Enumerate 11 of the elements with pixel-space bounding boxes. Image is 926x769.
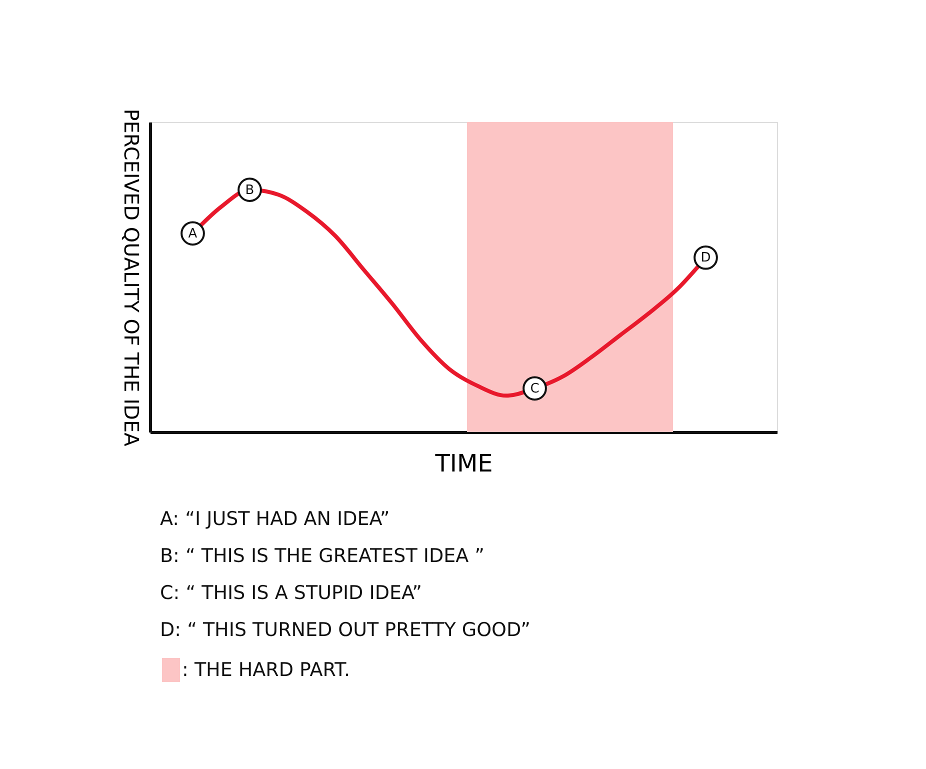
annotation: B bbox=[245, 182, 254, 198]
text: : THE HARD PART. bbox=[182, 659, 350, 681]
annotation: C bbox=[530, 381, 540, 396]
text: B: “ THIS IS THE GREATEST IDEA ” bbox=[160, 545, 484, 567]
text: A: “I JUST HAD AN IDEA” bbox=[160, 508, 390, 530]
text: C: “ THIS IS A STUPID IDEA” bbox=[160, 582, 422, 604]
text: D: “ THIS TURNED OUT PRETTY GOOD” bbox=[160, 619, 530, 641]
x-axis-title: TIME bbox=[434, 450, 493, 478]
y-axis-title: PERCEIVED QUALITY OF THE IDEA bbox=[120, 108, 144, 447]
annotation: D bbox=[700, 250, 711, 266]
annotation: A bbox=[188, 226, 198, 242]
